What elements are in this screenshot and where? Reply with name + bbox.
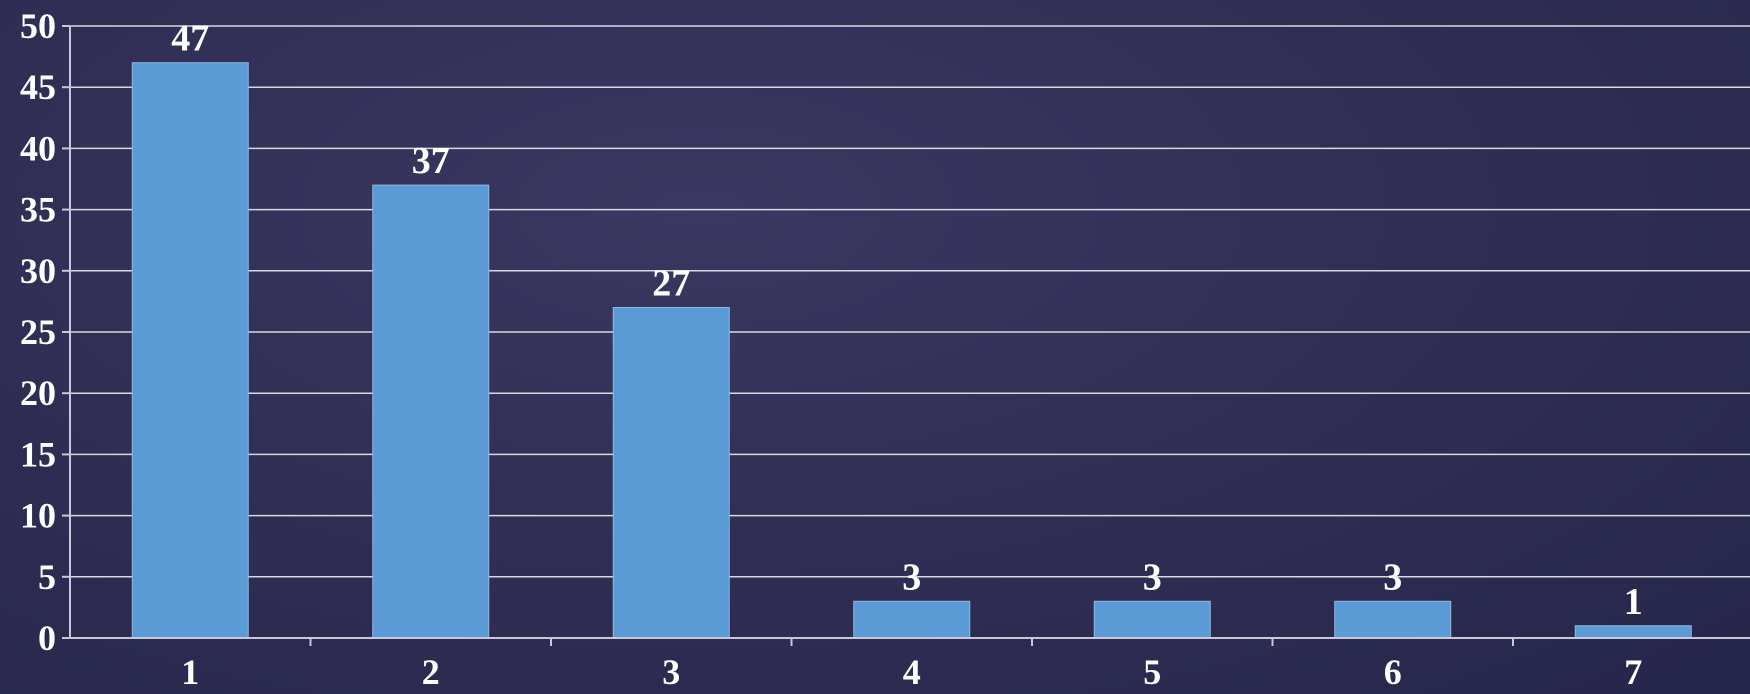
data-label-7: 1 <box>1624 581 1643 623</box>
x-category-label-7: 7 <box>1624 652 1642 692</box>
axes <box>62 25 1750 646</box>
x-category-label-2: 2 <box>422 652 440 692</box>
bar-1 <box>131 62 249 639</box>
y-tick-label-30: 30 <box>20 251 56 291</box>
y-tick-label-10: 10 <box>20 496 56 536</box>
x-category-label-1: 1 <box>181 652 199 692</box>
x-category-label-5: 5 <box>1143 652 1161 692</box>
data-label-6: 3 <box>1383 556 1402 598</box>
y-tick-label-50: 50 <box>20 6 56 46</box>
bar-7 <box>1574 625 1692 639</box>
x-category-label-4: 4 <box>903 652 921 692</box>
bar-6 <box>1334 600 1452 639</box>
bar-3 <box>612 307 730 639</box>
y-tick-label-35: 35 <box>20 190 56 230</box>
y-tick-label-5: 5 <box>38 557 56 597</box>
bar-5 <box>1093 600 1211 639</box>
y-tick-label-45: 45 <box>20 67 56 107</box>
y-tick-label-15: 15 <box>20 434 56 474</box>
gridlines <box>70 25 1750 578</box>
bar-4 <box>853 600 971 639</box>
x-category-label-6: 6 <box>1384 652 1402 692</box>
y-tick-label-0: 0 <box>38 618 56 658</box>
data-label-3: 27 <box>652 263 690 305</box>
data-label-5: 3 <box>1143 556 1162 598</box>
data-label-1: 47 <box>171 18 209 60</box>
y-tick-label-20: 20 <box>20 373 56 413</box>
y-tick-label-40: 40 <box>20 128 56 168</box>
bar-2 <box>372 184 490 639</box>
x-category-label-3: 3 <box>662 652 680 692</box>
y-tick-label-25: 25 <box>20 312 56 352</box>
data-label-4: 3 <box>902 556 921 598</box>
data-label-2: 37 <box>412 140 450 182</box>
